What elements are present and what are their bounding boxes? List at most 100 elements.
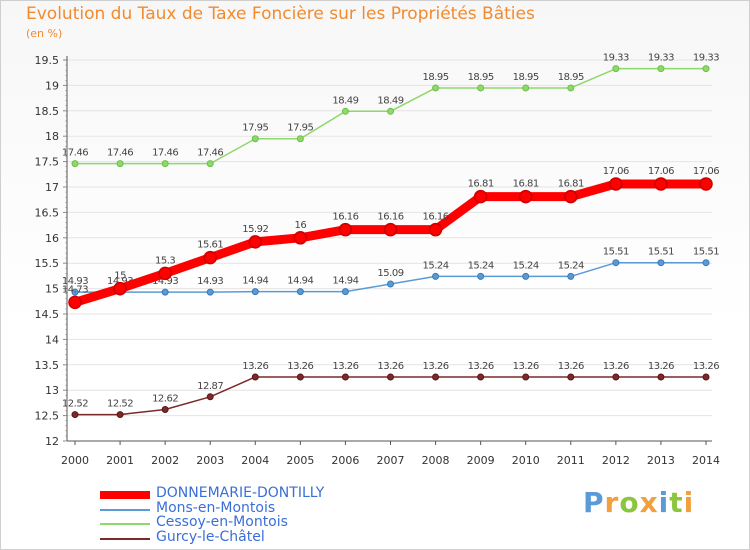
data-point (251, 373, 259, 381)
y-tick-label: 18.5 (35, 105, 60, 118)
logo-letter: o (619, 486, 640, 519)
data-point (293, 231, 308, 245)
logo-letter: i (683, 486, 695, 519)
data-point (654, 177, 668, 191)
y-tick-label: 12 (45, 435, 59, 448)
data-point (612, 373, 620, 381)
data-point (702, 373, 710, 381)
y-tick-label: 14.5 (35, 308, 60, 321)
data-label: 14.94 (332, 276, 358, 287)
y-tick-label: 19.5 (35, 54, 60, 67)
data-label: 15.24 (558, 260, 584, 271)
legend-swatch (100, 491, 150, 499)
data-label: 13.26 (287, 361, 313, 372)
data-label: 13.26 (423, 361, 449, 372)
data-label: 12.52 (62, 399, 88, 410)
data-point (161, 160, 169, 168)
data-point (296, 373, 304, 381)
data-label: 15.09 (377, 268, 403, 279)
data-point (341, 288, 349, 296)
data-point (518, 189, 533, 204)
data-point (296, 135, 304, 143)
data-point (296, 288, 304, 296)
data-label: 19.33 (693, 53, 719, 64)
data-label: 13.26 (242, 361, 268, 372)
data-point (609, 177, 623, 191)
data-point (251, 135, 259, 143)
legend-label: Mons-en-Montois (156, 499, 276, 516)
logo-letter: i (658, 486, 670, 519)
data-point (522, 84, 530, 92)
chart-title: Evolution du Taux de Taxe Foncière sur l… (26, 4, 535, 24)
x-tick-label: 2004 (241, 454, 269, 467)
data-label: 16.16 (423, 212, 449, 223)
y-tick-label: 16 (45, 232, 59, 245)
data-label: 18.95 (468, 72, 494, 83)
y-tick-label: 15.5 (35, 257, 60, 270)
data-point (432, 84, 440, 92)
logo-letter: P (583, 486, 605, 519)
x-tick-label: 2010 (512, 454, 540, 467)
data-point (116, 160, 124, 168)
data-label: 14.93 (107, 276, 133, 287)
data-point (567, 373, 575, 381)
data-label: 17.46 (62, 148, 88, 159)
data-label: 18.49 (332, 95, 358, 106)
data-point (657, 65, 665, 73)
data-label: 17.95 (287, 123, 313, 134)
data-point (68, 295, 82, 310)
data-point (432, 272, 440, 280)
data-label: 15.61 (197, 240, 223, 251)
data-point (71, 288, 79, 296)
data-label: 13.26 (468, 361, 494, 372)
data-label: 17.06 (648, 166, 674, 177)
x-tick-label: 2002 (151, 454, 179, 467)
data-label: 13.26 (332, 361, 358, 372)
data-point (387, 107, 394, 115)
x-tick-label: 2014 (692, 454, 720, 467)
data-point (473, 189, 488, 204)
data-point (161, 406, 169, 414)
data-point (387, 373, 394, 381)
data-point (383, 222, 398, 237)
logo-letter: x (639, 486, 659, 519)
data-point (612, 259, 620, 267)
logo-letter: r (604, 486, 620, 519)
data-point (206, 160, 214, 168)
x-tick-label: 2008 (422, 454, 450, 467)
x-tick-label: 2007 (377, 454, 405, 467)
data-label: 13.26 (513, 361, 539, 372)
data-point (567, 272, 575, 280)
x-tick-label: 2003 (196, 454, 224, 467)
data-label: 15.24 (513, 260, 539, 271)
data-point (432, 373, 440, 381)
data-point (161, 288, 169, 296)
x-tick-label: 2000 (61, 454, 89, 467)
unit-label: (en %) (26, 27, 63, 40)
data-label: 15.24 (468, 260, 494, 271)
data-label: 17.06 (603, 166, 629, 177)
logo-letter: t (669, 486, 684, 519)
data-point (522, 373, 530, 381)
data-label: 15.51 (648, 247, 674, 258)
y-tick-label: 17 (45, 181, 59, 194)
data-label: 13.26 (558, 361, 584, 372)
data-point (477, 373, 485, 381)
data-point (564, 189, 578, 204)
data-label: 18.95 (513, 72, 539, 83)
data-label: 18.95 (558, 72, 584, 83)
data-point (567, 84, 575, 92)
data-label: 14.73 (62, 284, 88, 295)
y-tick-label: 17.5 (35, 156, 60, 169)
data-label: 18.95 (423, 72, 449, 83)
data-point (702, 65, 710, 73)
data-point (387, 280, 394, 288)
data-label: 13.26 (377, 361, 403, 372)
y-tick-label: 18 (45, 130, 59, 143)
data-point (428, 222, 443, 237)
y-tick-label: 14 (45, 333, 59, 346)
data-label: 19.33 (603, 53, 629, 64)
x-tick-label: 2011 (557, 454, 585, 467)
proxiti-logo: Proxiti (583, 486, 694, 519)
